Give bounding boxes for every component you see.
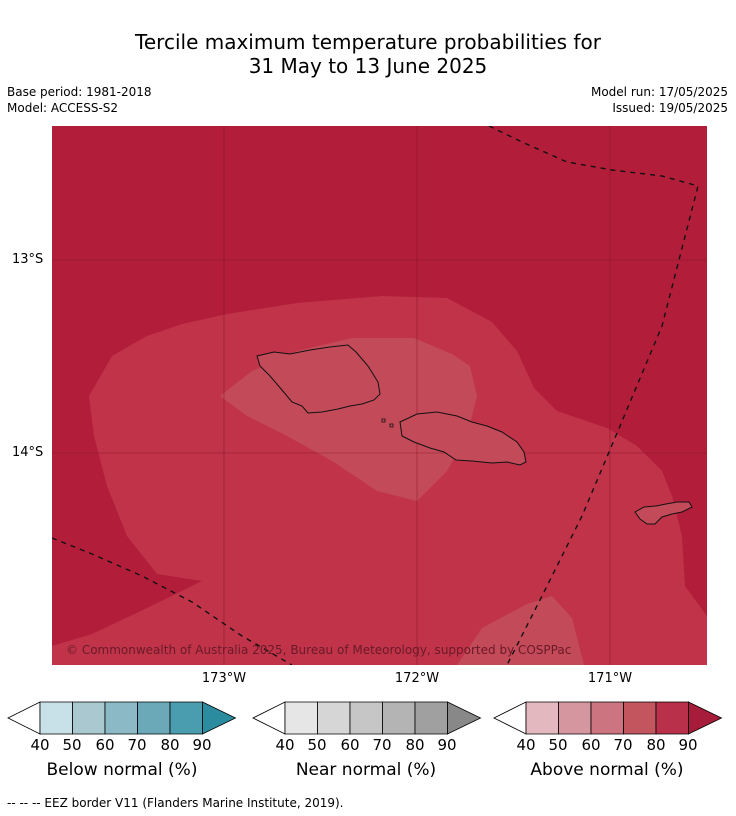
colorbar-label-near: Near normal (%) bbox=[295, 760, 437, 780]
colorbar-segment bbox=[169, 701, 203, 735]
colorbar-segment bbox=[525, 701, 559, 735]
tick-above-60: 60 bbox=[581, 736, 601, 754]
colorbar-segment bbox=[590, 701, 624, 735]
apolima-manono-islets bbox=[381, 418, 394, 428]
colorbar-segment bbox=[558, 701, 592, 735]
colorbar-above-normal bbox=[493, 701, 723, 735]
model-run: Model run: 17/05/2025 bbox=[590, 85, 728, 99]
lon-label-173w: 173°W bbox=[201, 671, 247, 686]
colorbar-segment bbox=[284, 701, 318, 735]
eez-border-southwest bbox=[52, 537, 293, 665]
tick-above-50: 50 bbox=[548, 736, 568, 754]
tick-above-90: 90 bbox=[678, 736, 698, 754]
colorbar-segment bbox=[317, 701, 351, 735]
tick-above-80: 80 bbox=[646, 736, 666, 754]
meta-right: Model run: 17/05/2025 Issued: 19/05/2025 bbox=[591, 84, 728, 116]
tick-below-90: 90 bbox=[192, 736, 212, 754]
tick-below-50: 50 bbox=[62, 736, 82, 754]
tick-near-60: 60 bbox=[340, 736, 360, 754]
tick-near-90: 90 bbox=[437, 736, 457, 754]
issued-date: Issued: 19/05/2025 bbox=[612, 101, 728, 115]
colorbar-under-triangle bbox=[252, 701, 286, 735]
tick-below-70: 70 bbox=[127, 736, 147, 754]
lat-label-13s: 13°S bbox=[12, 252, 44, 267]
tick-below-40: 40 bbox=[30, 736, 50, 754]
tick-near-40: 40 bbox=[275, 736, 295, 754]
colorbar-under-triangle bbox=[7, 701, 41, 735]
tick-above-40: 40 bbox=[516, 736, 536, 754]
colorbar-over-triangle bbox=[202, 701, 237, 735]
tick-above-70: 70 bbox=[613, 736, 633, 754]
colorbar-segment bbox=[382, 701, 416, 735]
colorbar-over-triangle bbox=[688, 701, 723, 735]
upolu-island bbox=[399, 411, 527, 466]
colorbar-label-above: Above normal (%) bbox=[530, 760, 684, 780]
meta-left: Base period: 1981-2018 Model: ACCESS-S2 bbox=[7, 84, 152, 116]
colorbar-below-normal bbox=[7, 701, 237, 735]
map-title: Tercile maximum temperature probabilitie… bbox=[0, 30, 736, 78]
eez-legend-note: -- -- -- EEZ border V11 (Flanders Marine… bbox=[7, 796, 344, 810]
colorbar-near-normal bbox=[252, 701, 482, 735]
tick-below-80: 80 bbox=[160, 736, 180, 754]
colorbar-segment bbox=[623, 701, 657, 735]
lon-label-172w: 172°W bbox=[394, 671, 440, 686]
tick-below-60: 60 bbox=[95, 736, 115, 754]
lat-label-14s: 14°S bbox=[12, 445, 44, 460]
base-period: Base period: 1981-2018 bbox=[7, 85, 152, 99]
colorbar-segment bbox=[414, 701, 448, 735]
colorbar-segment bbox=[137, 701, 171, 735]
colorbar-segment bbox=[39, 701, 73, 735]
above-70-region-south bbox=[457, 596, 584, 665]
copyright-notice: © Commonwealth of Australia 2025, Bureau… bbox=[66, 643, 571, 657]
map-canvas: © Commonwealth of Australia 2025, Bureau… bbox=[52, 126, 707, 665]
lon-label-171w: 171°W bbox=[587, 671, 633, 686]
savaii-island bbox=[256, 344, 381, 414]
probability-map: © Commonwealth of Australia 2025, Bureau… bbox=[52, 126, 707, 665]
graticule bbox=[52, 126, 707, 665]
tick-near-50: 50 bbox=[307, 736, 327, 754]
tick-near-80: 80 bbox=[405, 736, 425, 754]
colorbar-label-below: Below normal (%) bbox=[46, 760, 198, 780]
colorbar-over-triangle bbox=[447, 701, 482, 735]
tick-near-70: 70 bbox=[372, 736, 392, 754]
title-line-2: 31 May to 13 June 2025 bbox=[248, 54, 488, 78]
title-line-1: Tercile maximum temperature probabilitie… bbox=[135, 30, 601, 54]
tutuila-island bbox=[634, 501, 693, 525]
colorbar-under-triangle bbox=[493, 701, 527, 735]
colorbar-segment bbox=[72, 701, 106, 735]
colorbar-segment bbox=[655, 701, 689, 735]
colorbar-segment bbox=[349, 701, 383, 735]
model-name: Model: ACCESS-S2 bbox=[7, 101, 119, 115]
colorbar-segment bbox=[104, 701, 138, 735]
